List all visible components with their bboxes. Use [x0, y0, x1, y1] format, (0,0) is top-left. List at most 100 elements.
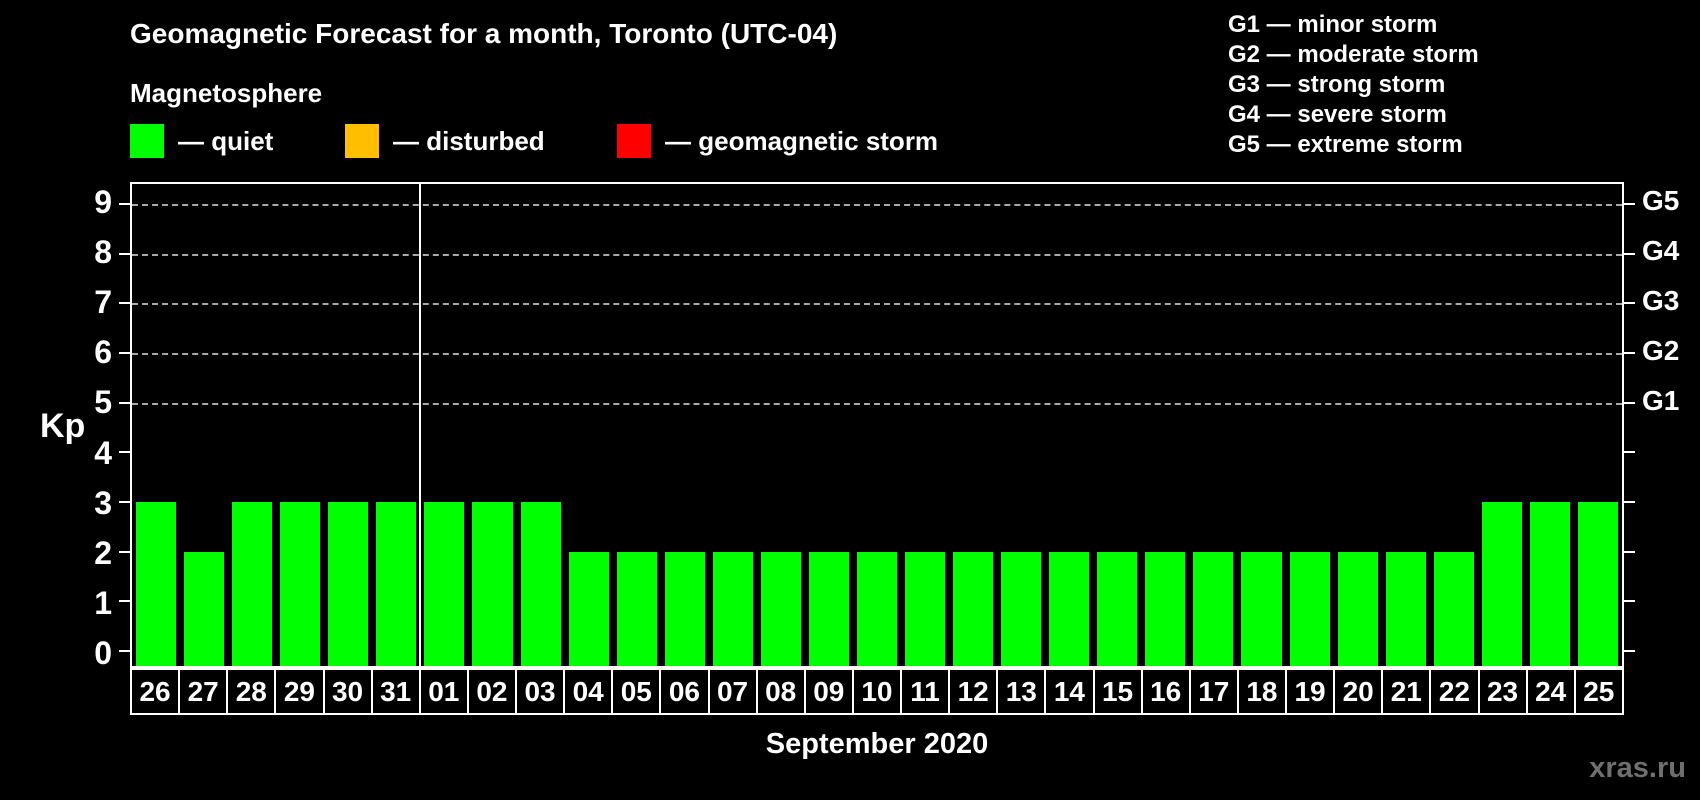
day-cell-11: 11 — [902, 670, 951, 713]
day-cell-01: 01 — [421, 670, 469, 713]
y-axis-title: Kp — [40, 407, 86, 445]
kp-bar-day-22 — [1433, 551, 1474, 666]
storm-color-swatch — [617, 124, 651, 158]
y-tick-8 — [119, 252, 130, 255]
day-cell-20: 20 — [1335, 670, 1384, 713]
y-tick-label-4: 4 — [94, 434, 112, 471]
right-tick-3 — [1624, 501, 1635, 504]
legend-item-quiet: — quiet — [130, 122, 273, 160]
y-axis-tick-labels: 0 1 2 3 4 5 6 7 8 9 — [0, 182, 112, 671]
right-axis-label-g4: G4 — [1642, 235, 1680, 267]
kp-bar-day-17 — [1193, 551, 1234, 666]
day-cell-13: 13 — [998, 670, 1047, 713]
day-cell-22: 22 — [1431, 670, 1480, 713]
day-cell-23: 23 — [1480, 670, 1528, 713]
y-tick-7 — [119, 302, 130, 305]
day-cell-05: 05 — [613, 670, 662, 713]
y-tick-1 — [119, 600, 130, 603]
kp-bar-day-28 — [232, 502, 273, 666]
g5-legend-line: G5 — extreme storm — [1228, 131, 1463, 158]
y-tick-4 — [119, 451, 130, 454]
kp-bar-day-05 — [616, 551, 657, 666]
day-cell-07: 07 — [710, 670, 758, 713]
right-tick-4 — [1624, 451, 1635, 454]
magnetosphere-label: Magnetosphere — [130, 78, 323, 108]
kp-bar-day-11 — [905, 551, 946, 666]
kp-bar-day-25 — [1577, 502, 1618, 666]
y-tick-label-9: 9 — [94, 184, 112, 221]
day-cell-25: 25 — [1583, 675, 1615, 707]
day-cell-03: 03 — [517, 670, 566, 713]
day-cell-21: 21 — [1383, 670, 1432, 713]
day-cell-10: 10 — [854, 670, 902, 713]
right-axis-g-labels: G1 G2 G3 G4 G5 — [1636, 182, 1700, 668]
day-cell-28: 28 — [228, 670, 277, 713]
kp-bar-day-30 — [328, 502, 369, 666]
y-tick-label-2: 2 — [94, 534, 112, 571]
right-axis-label-g5: G5 — [1642, 185, 1680, 217]
g1-legend-line: G1 — minor storm — [1228, 11, 1438, 38]
kp-bar-day-26 — [136, 502, 177, 666]
gridline-kp-6 — [132, 352, 1622, 355]
kp-bar-day-06 — [664, 551, 705, 666]
y-tick-label-1: 1 — [94, 584, 112, 621]
day-cell-18: 18 — [1239, 670, 1287, 713]
day-cell-30: 30 — [325, 670, 373, 713]
y-tick-label-0: 0 — [94, 634, 112, 671]
day-cell-29: 29 — [276, 670, 325, 713]
day-cell-08: 08 — [758, 670, 806, 713]
day-cell-26: 26 — [132, 670, 181, 713]
kp-bar-day-18 — [1241, 551, 1282, 666]
kp-bar-day-19 — [1289, 551, 1330, 666]
right-tick-1 — [1624, 600, 1635, 603]
day-cell-16: 16 — [1143, 670, 1191, 713]
right-tick-9 — [1624, 202, 1635, 205]
kp-bar-day-15 — [1097, 551, 1138, 666]
day-cell-09: 09 — [806, 670, 854, 713]
legend-storm-label: — geomagnetic storm — [665, 125, 939, 156]
kp-bar-day-07 — [712, 551, 753, 666]
day-cell-31: 31 — [373, 670, 421, 713]
kp-bar-day-23 — [1481, 502, 1522, 666]
gridline-kp-8 — [132, 253, 1622, 256]
kp-bar-day-10 — [856, 551, 898, 666]
y-tick-9 — [119, 202, 130, 205]
gridline-kp-5 — [132, 402, 1622, 405]
kp-bar-day-08 — [760, 551, 801, 666]
day-cell-17: 17 — [1191, 670, 1239, 713]
legend-quiet-label: — quiet — [178, 125, 274, 156]
kp-bar-day-16 — [1145, 551, 1186, 666]
right-tick-2 — [1624, 550, 1635, 553]
disturbed-color-swatch — [345, 124, 379, 158]
legend-item-disturbed: — disturbed — [345, 122, 545, 160]
x-axis-day-row: 26 27 28 29 30 31 01 02 03 04 05 06 07 08 09 10 11 12 13 14… — [130, 668, 1624, 715]
y-tick-3 — [119, 501, 130, 504]
day-cell-06: 06 — [661, 670, 710, 713]
kp-bar-day-21 — [1385, 551, 1426, 666]
kp-bar-day-20 — [1337, 551, 1378, 666]
legend-item-geomagnetic-storm: — geomagnetic storm — [617, 122, 938, 160]
right-tick-8 — [1624, 252, 1635, 255]
kp-bar-day-31 — [376, 502, 417, 666]
y-tick-label-6: 6 — [94, 334, 112, 371]
g-scale-legend: G1 — minor storm G2 — moderate storm G3 … — [1228, 10, 1479, 160]
watermark: xras.ru — [1589, 752, 1686, 784]
plot-area — [119, 182, 1635, 668]
right-tick-6 — [1624, 351, 1635, 354]
day-cell-27: 27 — [180, 670, 229, 713]
day-cell-15: 15 — [1095, 670, 1143, 713]
right-axis-label-g1: G1 — [1642, 385, 1680, 417]
right-axis-label-g3: G3 — [1642, 285, 1680, 317]
quiet-color-swatch — [130, 124, 164, 158]
g4-legend-line: G4 — severe storm — [1228, 101, 1447, 128]
kp-bar-day-04 — [568, 551, 609, 666]
gridline-kp-9 — [132, 203, 1622, 206]
month-separator-line — [419, 184, 422, 666]
kp-bar-day-14 — [1049, 551, 1090, 666]
g2-legend-line: G2 — moderate storm — [1228, 41, 1479, 68]
y-tick-0 — [119, 650, 130, 653]
y-tick-label-3: 3 — [94, 484, 112, 521]
day-cell-19: 19 — [1287, 670, 1336, 713]
g3-legend-line: G3 — strong storm — [1228, 71, 1446, 98]
